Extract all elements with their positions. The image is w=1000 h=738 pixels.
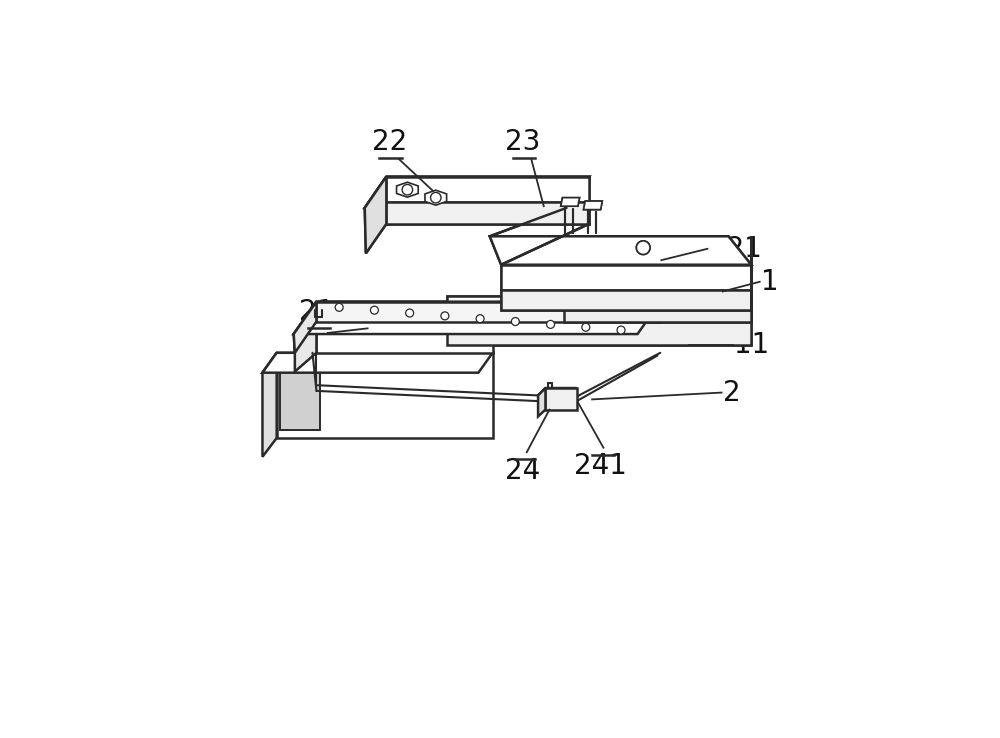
Polygon shape (294, 302, 316, 353)
Polygon shape (262, 353, 277, 457)
Circle shape (636, 241, 650, 255)
Circle shape (402, 184, 413, 195)
Polygon shape (584, 201, 602, 210)
Polygon shape (447, 322, 751, 345)
Polygon shape (397, 182, 418, 197)
Text: 11: 11 (734, 331, 769, 359)
Text: 23: 23 (505, 128, 540, 156)
Circle shape (595, 300, 603, 307)
Polygon shape (316, 302, 660, 322)
Polygon shape (386, 176, 589, 202)
Polygon shape (262, 353, 493, 373)
Polygon shape (545, 388, 577, 410)
Polygon shape (538, 388, 577, 396)
Polygon shape (365, 176, 386, 253)
Circle shape (636, 241, 650, 255)
Circle shape (476, 314, 484, 323)
Polygon shape (501, 290, 751, 310)
Circle shape (406, 309, 414, 317)
Polygon shape (564, 296, 751, 322)
Circle shape (547, 320, 555, 328)
Polygon shape (564, 279, 751, 296)
Text: 21: 21 (299, 298, 334, 326)
Polygon shape (316, 322, 493, 353)
Circle shape (431, 193, 441, 203)
Polygon shape (386, 202, 589, 224)
Polygon shape (295, 322, 316, 371)
Circle shape (370, 306, 378, 314)
Polygon shape (501, 290, 751, 310)
Text: 22: 22 (372, 128, 407, 156)
Circle shape (370, 306, 378, 314)
Circle shape (595, 300, 603, 307)
Polygon shape (262, 353, 493, 373)
Text: 2: 2 (723, 379, 740, 407)
Polygon shape (501, 265, 751, 290)
Circle shape (582, 323, 590, 331)
Circle shape (402, 184, 413, 195)
Polygon shape (386, 176, 589, 202)
Polygon shape (294, 302, 316, 353)
Polygon shape (561, 198, 580, 206)
Polygon shape (564, 279, 751, 296)
Polygon shape (425, 190, 447, 205)
Circle shape (335, 303, 343, 311)
Polygon shape (397, 182, 418, 197)
Circle shape (617, 326, 625, 334)
Circle shape (431, 193, 441, 203)
Circle shape (441, 312, 449, 320)
Circle shape (511, 317, 519, 325)
Circle shape (406, 309, 414, 317)
Polygon shape (365, 176, 589, 208)
Polygon shape (561, 198, 580, 206)
Polygon shape (447, 322, 751, 345)
Circle shape (617, 326, 625, 334)
Polygon shape (501, 265, 751, 290)
Polygon shape (365, 176, 386, 253)
Polygon shape (538, 388, 545, 416)
Circle shape (652, 283, 663, 292)
Polygon shape (386, 202, 589, 224)
Polygon shape (584, 201, 602, 210)
Text: 221: 221 (709, 235, 761, 263)
Polygon shape (294, 302, 660, 334)
Text: 241: 241 (574, 452, 627, 480)
Polygon shape (280, 362, 320, 430)
Polygon shape (447, 296, 751, 322)
Polygon shape (447, 296, 751, 322)
Circle shape (441, 312, 449, 320)
Polygon shape (294, 302, 660, 334)
Circle shape (547, 320, 555, 328)
Text: 24: 24 (505, 457, 540, 485)
Circle shape (511, 317, 519, 325)
Polygon shape (316, 302, 660, 322)
Polygon shape (295, 322, 493, 342)
Polygon shape (365, 176, 589, 208)
Polygon shape (277, 353, 493, 438)
Polygon shape (425, 190, 447, 205)
Polygon shape (490, 236, 751, 265)
Polygon shape (490, 236, 751, 265)
Text: 1: 1 (761, 268, 779, 296)
Circle shape (582, 323, 590, 331)
Circle shape (476, 314, 484, 323)
Circle shape (335, 303, 343, 311)
Polygon shape (564, 296, 751, 322)
